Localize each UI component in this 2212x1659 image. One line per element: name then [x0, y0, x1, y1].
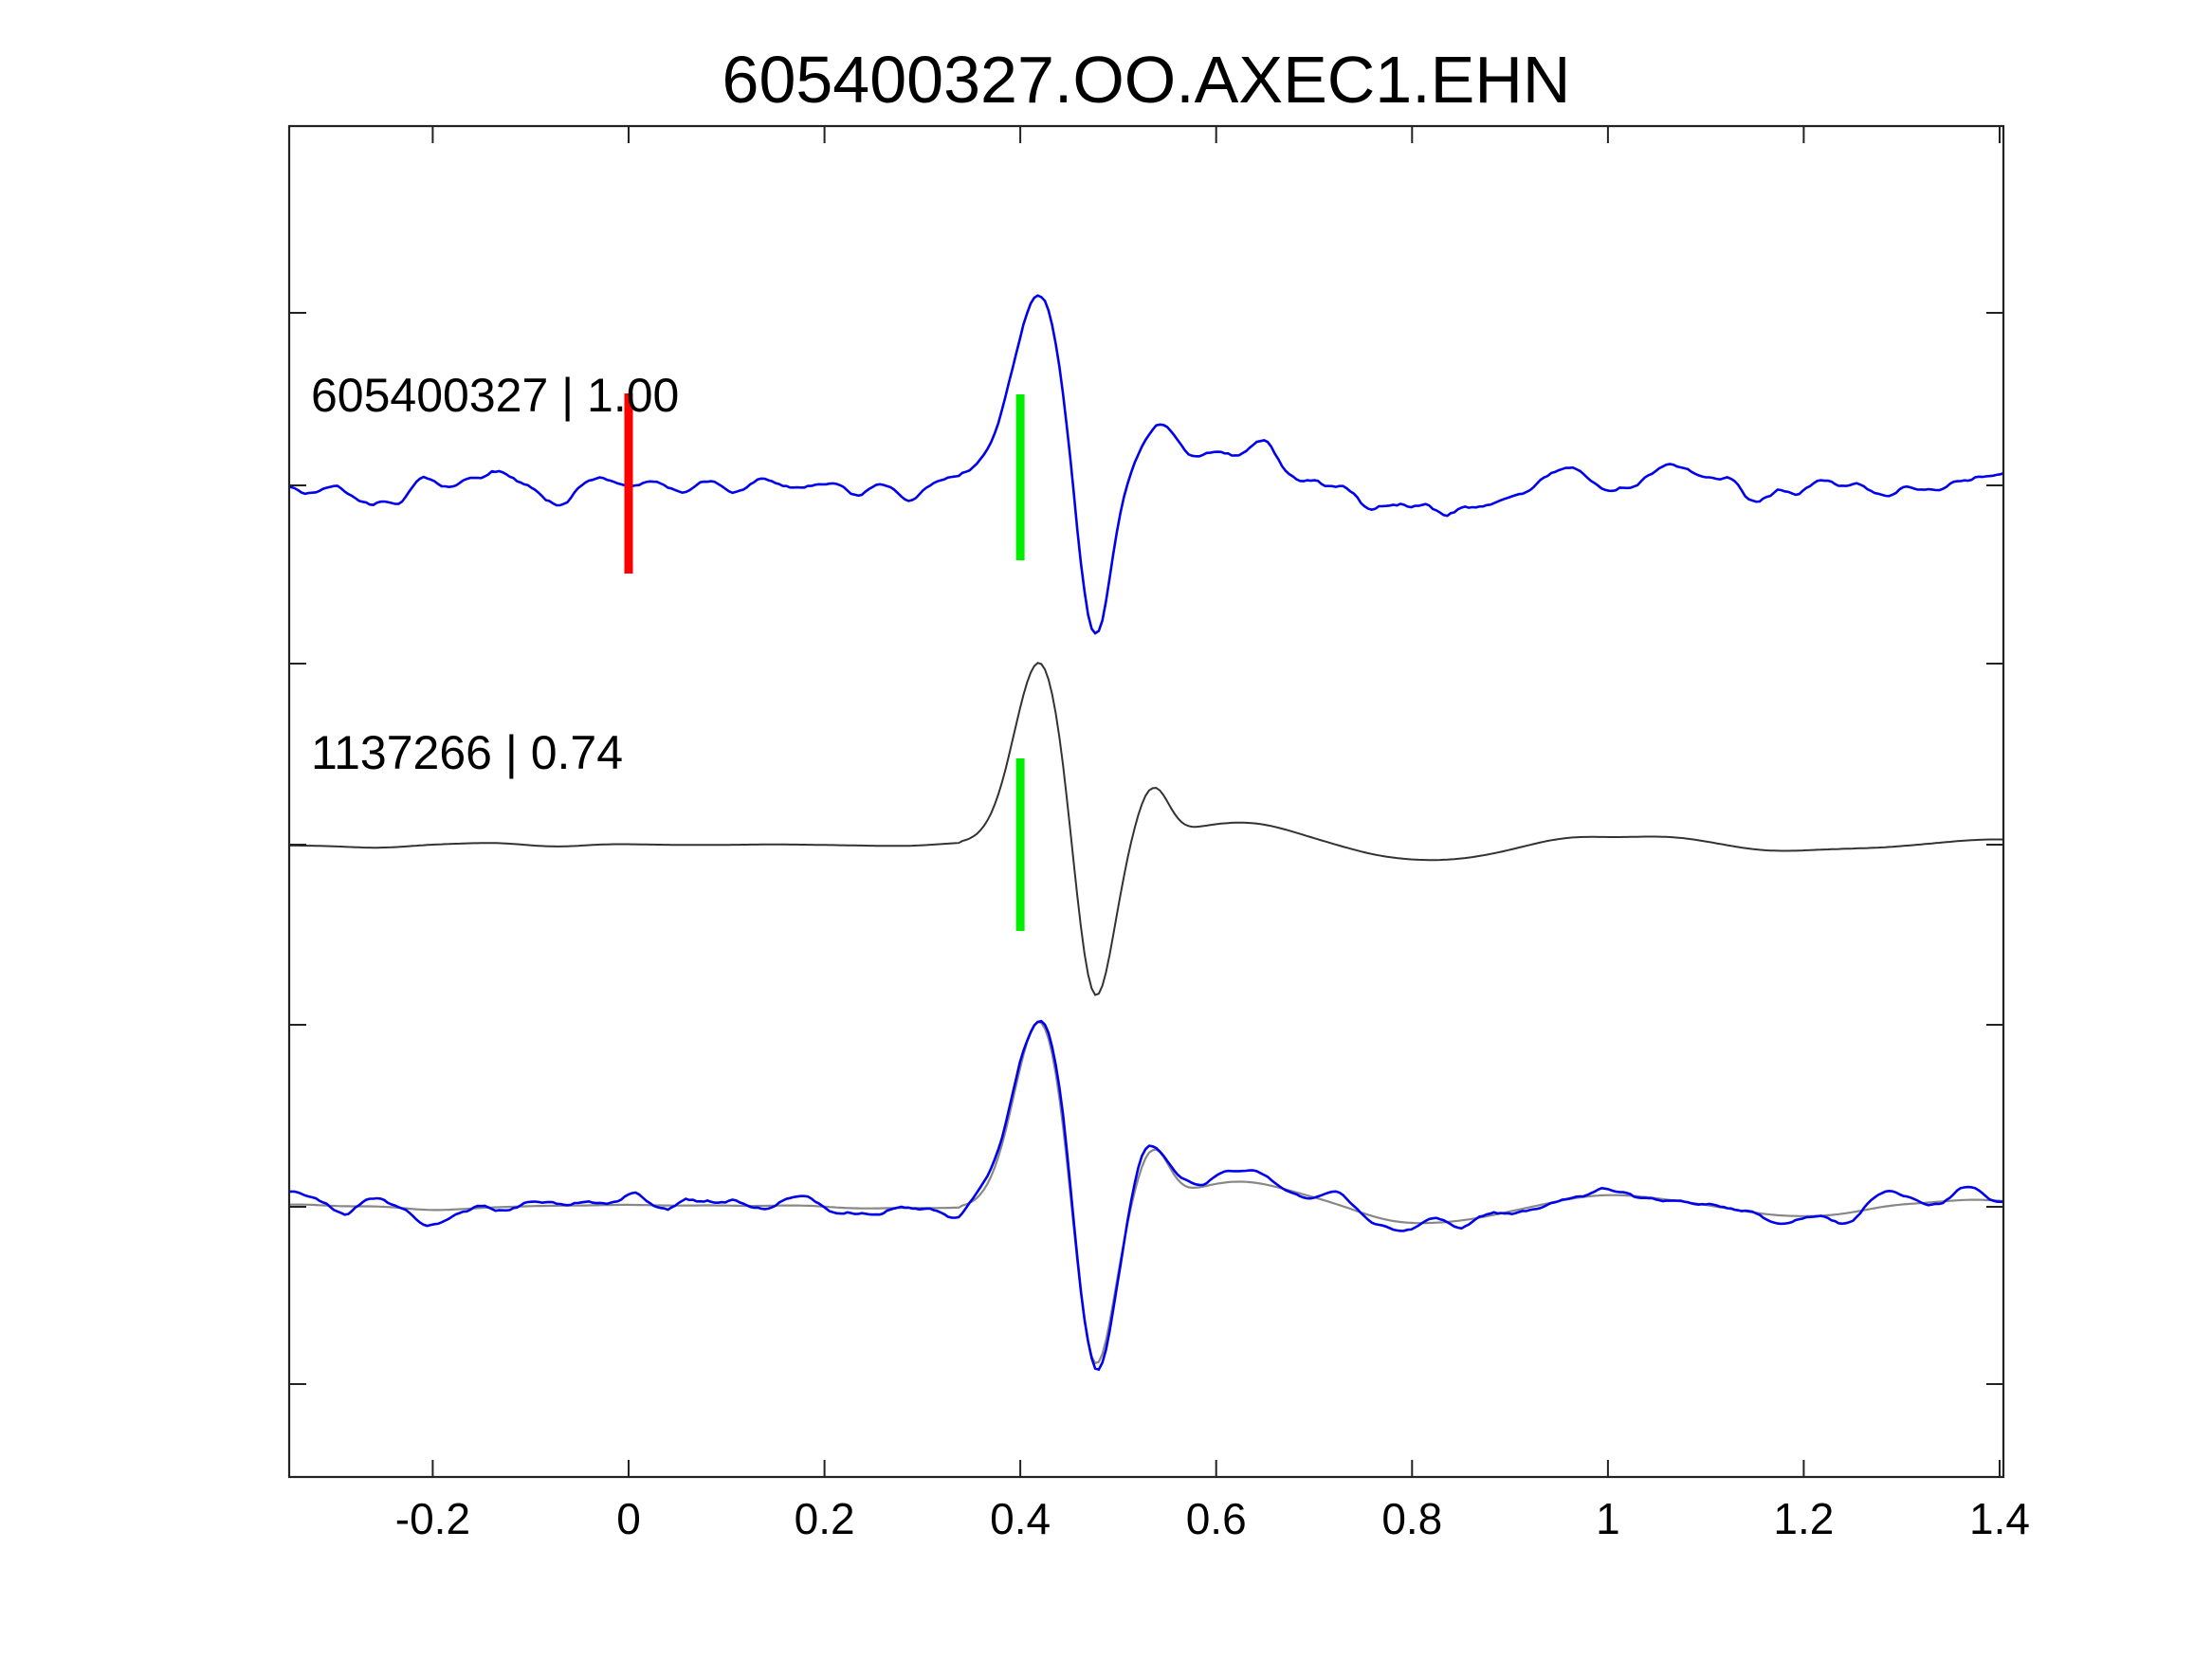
- svg-text:1.2: 1.2: [1773, 1494, 1834, 1543]
- svg-text:1137266 | 0.74: 1137266 | 0.74: [311, 726, 623, 779]
- svg-text:0.2: 0.2: [795, 1494, 855, 1543]
- svg-text:0.6: 0.6: [1186, 1494, 1247, 1543]
- svg-text:-0.2: -0.2: [395, 1494, 470, 1543]
- svg-text:0.4: 0.4: [990, 1494, 1051, 1543]
- svg-text:0: 0: [616, 1494, 641, 1543]
- svg-text:605400327.OO.AXEC1.EHN: 605400327.OO.AXEC1.EHN: [722, 43, 1571, 117]
- svg-text:605400327 | 1.00: 605400327 | 1.00: [311, 369, 679, 422]
- svg-text:1.4: 1.4: [1969, 1494, 2030, 1543]
- svg-text:0.8: 0.8: [1381, 1494, 1442, 1543]
- svg-text:1: 1: [1596, 1494, 1620, 1543]
